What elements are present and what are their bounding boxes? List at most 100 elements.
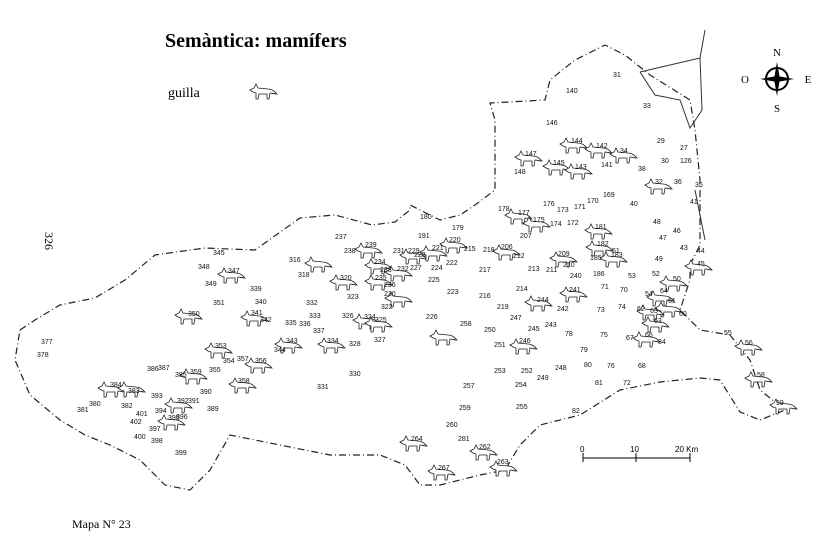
- locality-code: 216: [479, 293, 491, 300]
- locality-code: 224: [431, 265, 443, 272]
- locality-code: 176: [543, 201, 555, 208]
- locality-code: 390: [200, 389, 212, 396]
- locality-code: 225: [428, 277, 440, 284]
- locality-code: 328: [349, 341, 361, 348]
- locality-code: 267: [438, 465, 450, 472]
- locality-code: 231: [393, 248, 405, 255]
- locality-code: 235: [375, 275, 387, 282]
- locality-code: 339: [250, 286, 262, 293]
- locality-code: 383: [128, 388, 140, 395]
- locality-code: 70: [620, 287, 628, 294]
- locality-code: 61: [668, 298, 676, 305]
- locality-code: 48: [653, 219, 661, 226]
- locality-code: 230: [384, 291, 396, 298]
- locality-code: 178: [498, 206, 510, 213]
- locality-code: 180: [420, 214, 432, 221]
- locality-code: 343: [286, 338, 298, 345]
- locality-code: 49: [655, 256, 663, 263]
- locality-code: 255: [516, 404, 528, 411]
- locality-code: 259: [459, 405, 471, 412]
- locality-code: 323: [347, 294, 359, 301]
- map-title: Semàntica: mamífers: [165, 30, 347, 52]
- footer: Mapa N° 23: [72, 517, 131, 531]
- locality-code: 262: [479, 444, 491, 451]
- locality-code: 252: [521, 368, 533, 375]
- locality-code: 71: [601, 284, 609, 291]
- locality-code: 146: [546, 120, 558, 127]
- locality-code: 72: [623, 380, 631, 387]
- locality-code: 177: [518, 210, 530, 217]
- locality-code: 215: [464, 246, 476, 253]
- locality-code: 32: [655, 179, 663, 186]
- scale-bar: 0 10 20 Km: [580, 445, 698, 462]
- legend-icon: [249, 83, 278, 100]
- locality-code: 209: [558, 251, 570, 258]
- locality-code: 222: [446, 260, 458, 267]
- locality-code: 51: [612, 248, 620, 255]
- locality-code: 322: [381, 304, 393, 311]
- locality-code: 82: [572, 408, 580, 415]
- locality-code: 31: [613, 72, 621, 79]
- locality-code: 60: [679, 311, 687, 318]
- locality-code: 141: [601, 162, 613, 169]
- locality-code: 182: [597, 241, 609, 248]
- locality-code: 171: [574, 204, 586, 211]
- locality-code: 326: [342, 313, 354, 320]
- locality-code: 382: [121, 403, 133, 410]
- locality-code: 335: [285, 320, 297, 327]
- locality-code: 257: [463, 383, 475, 390]
- locality-code: 53: [628, 273, 636, 280]
- scale-tick: 10: [630, 445, 639, 454]
- locality-code: 185: [590, 255, 602, 262]
- locality-code: 210: [563, 262, 575, 269]
- locality-code: 58: [757, 372, 765, 379]
- locality-code: 63: [654, 318, 662, 325]
- locality-code: 73: [597, 307, 605, 314]
- locality-code: 254: [515, 382, 527, 389]
- locality-code: 46: [673, 228, 681, 235]
- locality-code: 398: [151, 438, 163, 445]
- locality-code: 140: [566, 88, 578, 95]
- border: [14, 44, 787, 491]
- locality-code: 173: [557, 207, 569, 214]
- locality-code: 34: [620, 148, 628, 155]
- locality-code: 386: [147, 366, 159, 373]
- locality-code: 27: [680, 145, 688, 152]
- locality-code: 234: [374, 259, 386, 266]
- locality-code: 350: [188, 311, 200, 318]
- compass: N S E O: [741, 47, 812, 115]
- locality-code: 55: [724, 330, 732, 337]
- locality-code: 249: [537, 375, 549, 382]
- locality-code: 353: [215, 343, 227, 350]
- locality-code: 186: [593, 271, 605, 278]
- scale-tick: 20 Km: [675, 445, 698, 454]
- side-number: 326: [42, 232, 56, 250]
- locality-code: 251: [494, 342, 506, 349]
- locality-code: 327: [374, 337, 386, 344]
- locality-code: 264: [411, 436, 423, 443]
- locality-code: 281: [458, 436, 470, 443]
- locality-code: 385: [175, 372, 187, 379]
- locality-code: 394: [155, 408, 167, 415]
- locality-code: 401: [136, 411, 148, 418]
- locality-code: 183: [611, 252, 623, 259]
- locality-code: 239: [365, 242, 377, 249]
- locality-code: 236: [384, 282, 396, 289]
- locality-code: 356: [255, 358, 267, 365]
- locality-code: 212: [513, 253, 525, 260]
- locality-code: 207: [520, 233, 532, 240]
- locality-code: 399: [175, 450, 187, 457]
- locality-code: 38: [638, 166, 646, 173]
- locality-code: 358: [238, 378, 250, 385]
- locality-code: 45: [697, 261, 705, 268]
- locality-code: 402: [130, 419, 142, 426]
- locality-code: 47: [659, 235, 667, 242]
- locality-code: 342: [260, 317, 272, 324]
- locality-code: 75: [600, 332, 608, 339]
- locality-code: 393: [151, 393, 163, 400]
- locality-code: 380: [89, 401, 101, 408]
- locality-code: 341: [251, 310, 263, 317]
- locality-code: 336: [299, 321, 311, 328]
- locality-code: 59: [776, 400, 784, 407]
